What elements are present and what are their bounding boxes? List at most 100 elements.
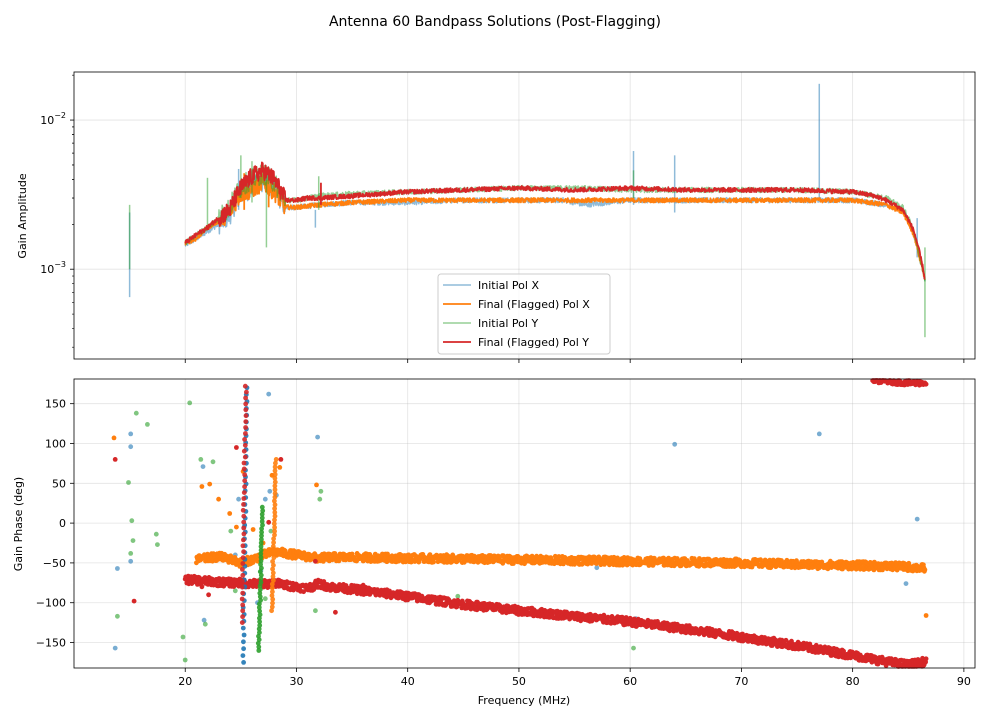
phase-point-init_x-13 [267, 488, 273, 494]
phase-band-point-final_y [923, 656, 929, 662]
phase-point-init_x-3 [128, 431, 134, 437]
phase-band-point-final_y [301, 589, 306, 595]
phase-spike-point-2 [272, 487, 278, 493]
phase-spike-point-1 [243, 407, 249, 413]
phase-point-final_x-1 [199, 484, 205, 489]
phase-spike-point-3 [257, 569, 263, 575]
phase-point-init_y-24 [631, 645, 636, 651]
phase-spike-point-1 [242, 484, 248, 490]
phase-spike-point-2 [270, 544, 276, 549]
phase-spike-point-3 [256, 633, 261, 639]
phase-spike-point-1 [241, 549, 247, 555]
phase-point-init_y-7 [153, 531, 159, 537]
phase-band-point-final_x [431, 559, 436, 565]
phase-x-ticks: 20 30 40 50 60 70 80 90 [178, 668, 971, 688]
phase-point-init_x-0 [112, 645, 118, 651]
phase-spike-point-1 [241, 502, 246, 507]
phase-spike-point-2 [272, 532, 277, 538]
legend-label-initial-pol-x: Initial Pol X [478, 279, 539, 292]
phase-spike-point-1 [241, 490, 247, 495]
phase-point-final_y-4 [234, 445, 239, 450]
phase-spike-point-2 [269, 593, 275, 598]
phase-spike-point-2 [272, 513, 278, 519]
phase-point-final_y-7 [313, 558, 318, 564]
phase-spike-point-2 [272, 464, 278, 470]
phase-point-init_y-3 [130, 538, 136, 543]
phase-point-init_x-17 [594, 565, 600, 571]
phase-spike-point-3 [257, 619, 262, 625]
phase-y-axis-label: Gain Phase (deg) [12, 477, 25, 571]
phase-y-tick-label-150: 150 [45, 398, 66, 411]
phase-point-init_x-6 [201, 617, 207, 623]
phase-spike-point-3 [257, 612, 263, 618]
amp-y-tick-exponent-1: −2 [54, 111, 66, 120]
phase-point-init_y-14 [210, 459, 216, 465]
phase-point-init_y-5 [133, 410, 139, 416]
x-tick-label-40: 40 [401, 675, 415, 688]
phase-spike-point-1 [242, 478, 248, 484]
x-tick-label-20: 20 [178, 675, 192, 688]
phase-spike-point-3 [257, 608, 262, 614]
x-tick-label-80: 80 [846, 675, 860, 688]
phase-spike-point-3 [259, 526, 264, 532]
phase-spike-point-2 [270, 574, 276, 579]
phase-spike-point-3 [257, 583, 263, 589]
legend-label-final-pol-x: Final (Flagged) Pol X [478, 298, 590, 311]
phase-spike-point-1 [240, 602, 246, 608]
phase-point-final_x-11 [314, 482, 319, 488]
phase-point-init_y-4 [128, 551, 134, 556]
phase-spike-point-3 [260, 522, 265, 528]
phase-point-init_x-12 [262, 496, 268, 502]
phase-band-point-final_x [922, 567, 928, 573]
chart-title: Antenna 60 Bandpass Solutions (Post-Flag… [329, 14, 661, 30]
phase-spike-point-2 [272, 491, 278, 496]
phase-wrap-point-final_y [923, 381, 929, 387]
phase-point-final_y-6 [278, 457, 284, 462]
phase-spike-point-1 [240, 555, 246, 560]
phase-spike-point-2 [269, 608, 274, 614]
phase-spike-point-3 [259, 511, 265, 517]
phase-spike-point-1 [240, 567, 245, 572]
x-tick-label-50: 50 [512, 675, 526, 688]
phase-spike-point-2 [269, 581, 275, 587]
phase-series [111, 378, 929, 669]
phase-spike-point-3 [258, 551, 264, 557]
phase-point-init_x-22 [903, 581, 909, 586]
phase-spike-point-0 [241, 646, 247, 652]
phase-point-init_y-6 [145, 422, 150, 427]
phase-spike-point-3 [259, 537, 264, 542]
phase-point-init_y-10 [182, 657, 188, 663]
phase-point-init_y-20 [313, 608, 318, 614]
phase-point-init_x-21 [816, 431, 822, 437]
phase-spike-point-3 [258, 580, 264, 585]
phase-spike-point-1 [239, 578, 245, 584]
phase-spike-point-0 [241, 639, 246, 645]
phase-spike-point-3 [259, 515, 265, 521]
phase-spike-3 [255, 504, 266, 653]
phase-spike-point-0 [240, 653, 246, 658]
phase-spike-point-1 [241, 460, 247, 466]
phase-spike-point-2 [273, 457, 279, 462]
phase-spike-point-3 [258, 558, 264, 564]
phase-band-point-final_x [306, 551, 312, 557]
phase-spike-point-2 [272, 517, 277, 523]
phase-spike-point-3 [259, 565, 264, 571]
phase-spike-point-3 [258, 576, 264, 582]
phase-spike-point-2 [272, 502, 278, 508]
phase-point-init_y-8 [155, 542, 160, 547]
phase-point-init_x-20 [672, 441, 678, 447]
phase-spike-point-3 [257, 601, 262, 607]
phase-y-tick-label--50: −50 [43, 557, 66, 570]
amplitude-y-axis-label: Gain Amplitude [16, 173, 29, 258]
phase-spike-point-1 [240, 561, 246, 566]
phase-spike-2 [269, 457, 279, 614]
phase-point-init_y-9 [180, 634, 186, 640]
phase-point-final_x-4 [227, 511, 233, 516]
phase-point-init_y-18 [262, 596, 268, 602]
phase-band-point-final_x [615, 555, 620, 561]
phase-spike-point-2 [270, 570, 276, 576]
phase-point-final_x-13 [923, 613, 929, 618]
phase-spike-point-2 [273, 460, 278, 466]
phase-point-init_x-23 [914, 516, 920, 522]
phase-point-final_x-5 [234, 524, 239, 530]
